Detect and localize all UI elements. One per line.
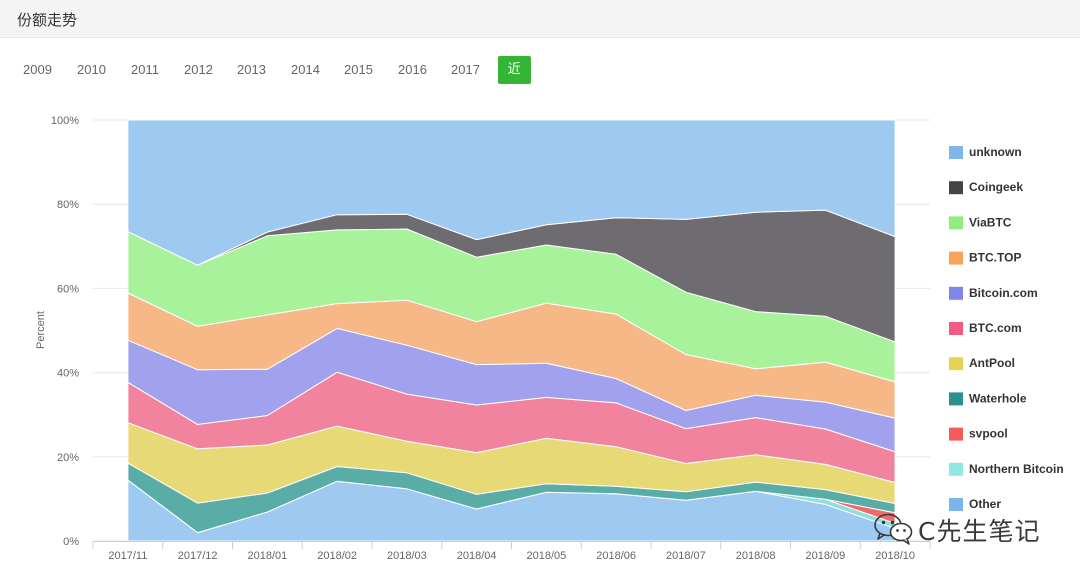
x-tick-label: 2017/11 [108,550,147,562]
y-tick-label: 80% [57,199,79,211]
x-tick-label: 2018/01 [247,550,287,562]
y-tick-label: 40% [57,368,79,380]
watermark-text: C先生笔记 [918,517,1041,546]
x-tick-label: 2018/05 [526,550,566,562]
y-axis-label: Percent [35,311,47,349]
tab-2015[interactable]: 2015 [344,62,373,77]
wechat-icon [874,513,913,545]
watermark: C先生笔记 [872,510,1062,546]
section-header: 份额走势 [0,0,1080,38]
section-title: 份额走势 [17,11,78,29]
tab-2016[interactable]: 2016 [398,62,427,77]
x-tick-label: 2018/02 [317,550,357,562]
tab-2010[interactable]: 2010 [77,62,106,77]
x-tick-label: 2018/08 [736,550,776,562]
tab-2012[interactable]: 2012 [184,62,213,77]
legend-swatch-btc-com [949,322,963,335]
y-tick-label: 60% [57,283,79,295]
x-tick-label: 2018/10 [875,550,915,562]
tab-last-12-months[interactable]: 近12月 [498,56,531,133]
legend-label-antpool: AntPool [969,356,1015,370]
y-tick-label: 0% [63,536,79,548]
y-tick-label: 100% [51,115,79,127]
legend-swatch-waterhole [949,392,963,406]
legend-label-unknown: unknown [969,145,1022,159]
y-axis: 0% 20% 40% 60% 80% 100% [51,115,79,548]
x-tick-label: 2018/04 [457,550,497,562]
legend-label-northern-bitcoin: Northern Bitcoin [969,462,1064,476]
x-tick-label: 2018/07 [666,550,706,562]
legend-swatch-antpool [949,357,963,371]
legend-swatch-northern-bitcoin [949,462,963,476]
legend-label-viabtc: ViaBTC [969,215,1012,229]
legend-swatch-unknown [949,146,963,159]
legend-label-svpool: svpool [969,427,1008,441]
tab-2009[interactable]: 2009 [23,62,52,77]
legend-swatch-bitcoin-com [949,286,963,300]
legend: unknown Coingeek ViaBTC BTC.TOP Bitcoin.com B… [949,145,1064,511]
legend-label-btc-com: BTC.com [969,321,1022,335]
area-unknown [127,119,896,266]
x-axis: 2017/11 2017/12 2018/01 2018/02 2018/03 2018/… [92,541,931,562]
legend-swatch-svpool [949,427,963,441]
legend-label-coingeek: Coingeek [969,180,1023,194]
tab-2013[interactable]: 2013 [237,62,266,77]
tab-2017[interactable]: 2017 [451,62,480,77]
legend-label-other: Other [969,497,1001,511]
legend-swatch-coingeek [949,181,963,195]
tab-2014[interactable]: 2014 [291,62,320,77]
legend-swatch-btc-top [949,251,963,265]
x-tick-label: 2018/03 [387,550,427,562]
legend-label-btc-top: BTC.TOP [969,251,1021,265]
x-tick-label: 2018/09 [805,550,845,562]
legend-label-bitcoin-com: Bitcoin.com [969,286,1038,300]
x-tick-label: 2017/12 [178,550,218,562]
legend-label-waterhole: Waterhole [969,391,1027,405]
legend-swatch-viabtc [949,216,963,230]
y-tick-label: 20% [57,452,79,464]
series-areas [127,119,896,542]
legend-swatch-other [949,498,963,511]
tab-2011[interactable]: 2011 [131,62,159,77]
x-tick-label: 2018/06 [596,550,636,562]
